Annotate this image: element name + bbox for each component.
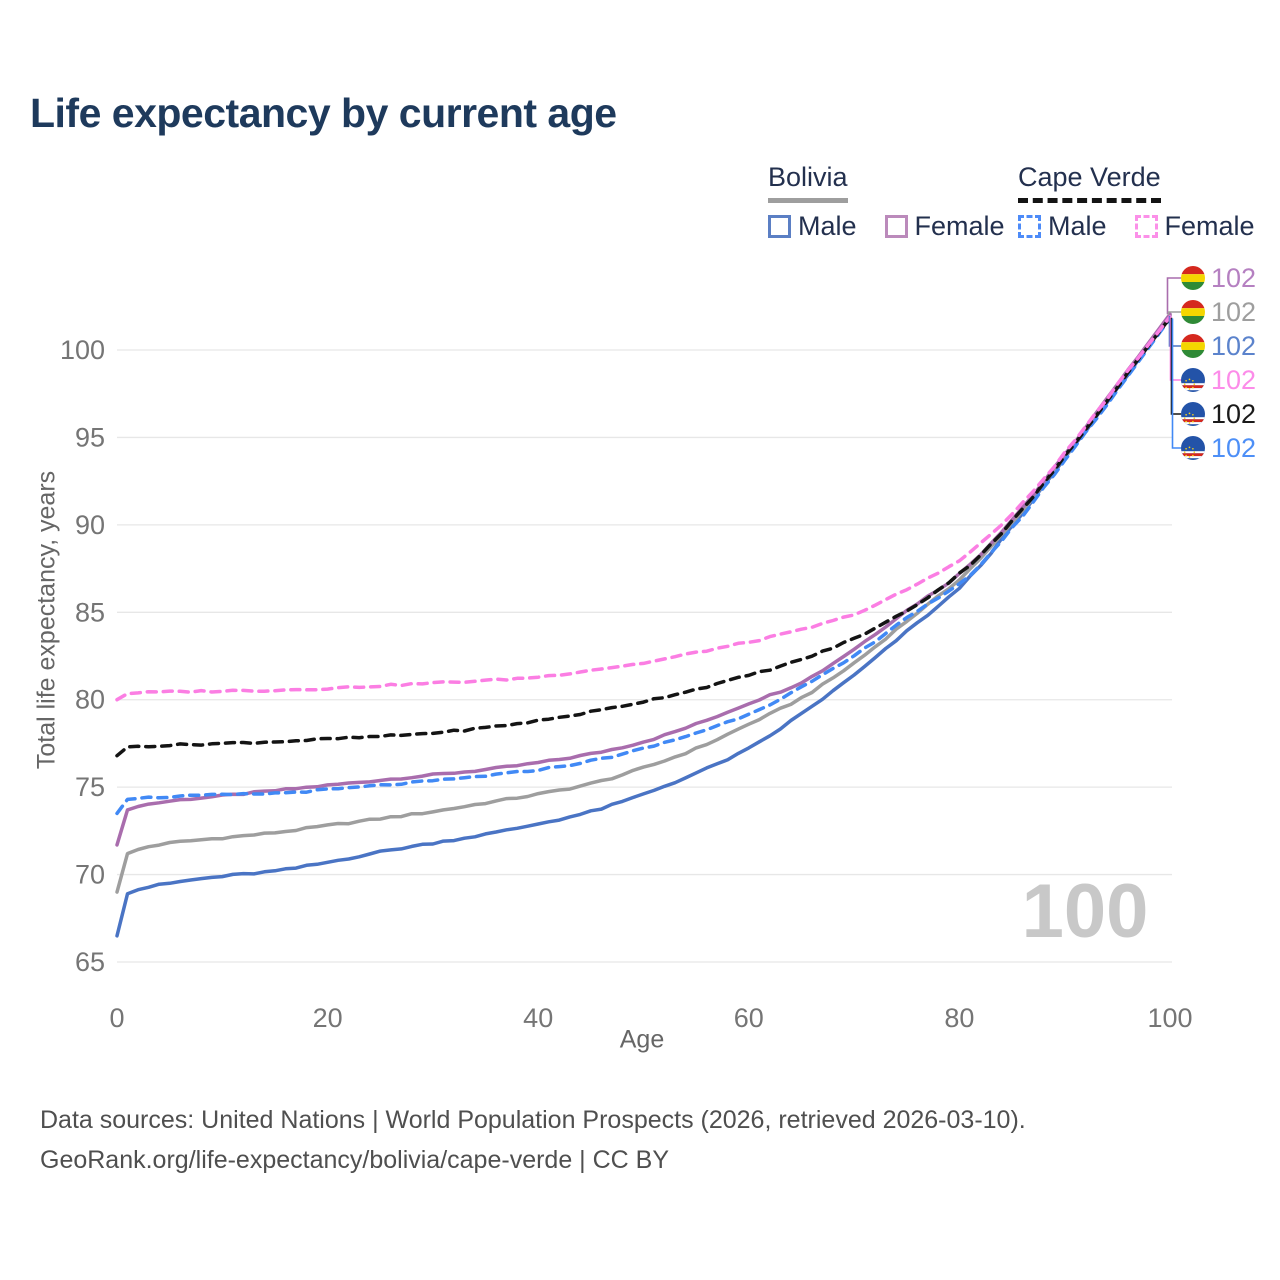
flag-icon-bolivia xyxy=(1181,300,1205,324)
legend-swatch-bolivia-male-icon xyxy=(768,215,791,238)
footer: Data sources: United Nations | World Pop… xyxy=(40,1100,1026,1180)
endpoint-label-bolivia-female: 102 xyxy=(1211,263,1256,293)
series-line-bolivia-male xyxy=(115,314,1172,938)
series-line-bolivia xyxy=(115,313,1172,894)
legend-item-label: Male xyxy=(1048,211,1107,241)
legend-country-bolivia[interactable]: Bolivia xyxy=(768,162,848,203)
age-counter-watermark: 100 xyxy=(1021,869,1149,954)
flag-icon-bolivia xyxy=(1181,266,1205,290)
y-axis-title: Total life expectancy, years xyxy=(32,470,61,770)
endpoint-connector-cape-verde xyxy=(1170,317,1181,415)
series-line-cape-verde-male xyxy=(115,316,1172,816)
series-line-cape-verde-female xyxy=(115,315,1172,702)
y-tick-label: 75 xyxy=(75,772,105,802)
endpoint-label-bolivia-male: 102 xyxy=(1211,331,1256,361)
x-axis-title: Age xyxy=(619,1025,665,1054)
legend-group-bolivia: Bolivia Male Female xyxy=(768,162,1005,242)
x-tick-label: 0 xyxy=(109,1003,124,1033)
series-line-cape-verde xyxy=(115,315,1172,758)
legend-swatch-bolivia-female-icon xyxy=(884,215,908,238)
y-tick-label: 80 xyxy=(75,685,105,715)
x-tick-label: 100 xyxy=(1147,1003,1192,1033)
legend-item-cape-verde-female[interactable]: Female xyxy=(1134,211,1255,242)
y-tick-label: 90 xyxy=(75,510,105,540)
flag-icon-cape-verde xyxy=(1181,368,1205,392)
legend-group-cape-verde: Cape Verde Male Female xyxy=(1018,162,1255,242)
endpoint-label-cape-verde: 102 xyxy=(1211,399,1256,429)
endpoint-label-cape-verde-female: 102 xyxy=(1211,365,1256,395)
x-tick-label: 40 xyxy=(523,1003,553,1033)
y-tick-label: 95 xyxy=(75,422,105,452)
legend-item-bolivia-male[interactable]: Male xyxy=(768,211,857,242)
endpoint-connector-bolivia-female xyxy=(1166,277,1181,315)
endpoint-connector-cape-verde-female xyxy=(1169,316,1181,381)
legend-item-bolivia-female[interactable]: Female xyxy=(884,211,1005,242)
flag-icon-cape-verde xyxy=(1181,436,1205,460)
endpoint-label-cape-verde-male: 102 xyxy=(1211,433,1256,463)
legend-swatch-cape-verde-female-icon xyxy=(1134,215,1158,238)
y-tick-label: 65 xyxy=(75,947,105,977)
x-tick-label: 60 xyxy=(734,1003,764,1033)
legend-item-label: Male xyxy=(798,211,857,241)
data-sources-line: Data sources: United Nations | World Pop… xyxy=(40,1106,1026,1134)
endpoint-connector-bolivia-male xyxy=(1168,315,1181,347)
y-tick-label: 85 xyxy=(75,597,105,627)
legend-swatch-cape-verde-male-icon xyxy=(1018,215,1041,238)
line-chart: 65 70 75 80 85 90 95 100 0 20 40 60 80 100 102 102 102 10… xyxy=(60,263,1256,1033)
endpoint-connector-bolivia xyxy=(1167,311,1181,315)
endpoint-connector-cape-verde-male xyxy=(1171,318,1181,449)
legend-item-label: Female xyxy=(1164,211,1255,241)
endpoint-label-bolivia: 102 xyxy=(1211,297,1256,327)
y-tick-label: 70 xyxy=(75,860,105,890)
chart-title: Life expectancy by current age xyxy=(30,90,617,136)
x-tick-label: 20 xyxy=(313,1003,343,1033)
attribution-line: GeoRank.org/life-expectancy/bolivia/cape… xyxy=(40,1146,670,1174)
flag-icon-bolivia xyxy=(1181,334,1205,358)
flag-icon-cape-verde xyxy=(1181,402,1205,426)
x-tick-label: 80 xyxy=(944,1003,974,1033)
y-tick-label: 100 xyxy=(60,335,105,365)
legend-country-cape-verde[interactable]: Cape Verde xyxy=(1018,162,1161,203)
legend-item-label: Female xyxy=(914,211,1005,241)
legend-item-cape-verde-male[interactable]: Male xyxy=(1018,211,1107,242)
